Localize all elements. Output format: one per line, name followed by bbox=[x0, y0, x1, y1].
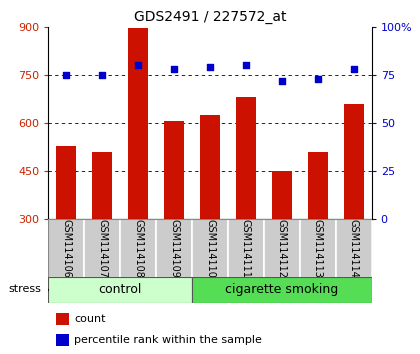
Point bbox=[63, 72, 70, 78]
Point bbox=[315, 76, 321, 81]
Bar bbox=[84, 219, 120, 278]
Bar bbox=[236, 97, 256, 219]
Bar bbox=[128, 28, 148, 219]
Bar bbox=[56, 145, 76, 219]
Bar bbox=[336, 219, 372, 278]
Point bbox=[350, 66, 357, 72]
Bar bbox=[92, 152, 112, 219]
Text: GSM114109: GSM114109 bbox=[169, 219, 179, 278]
Point bbox=[171, 66, 177, 72]
Point bbox=[99, 72, 105, 78]
Bar bbox=[56, 313, 69, 325]
Text: GSM114108: GSM114108 bbox=[133, 219, 143, 278]
Bar bbox=[272, 171, 292, 219]
Text: GSM114112: GSM114112 bbox=[277, 219, 287, 278]
Text: stress: stress bbox=[8, 284, 41, 294]
Bar bbox=[48, 277, 192, 303]
Bar bbox=[192, 219, 228, 278]
Text: GSM114114: GSM114114 bbox=[349, 219, 359, 278]
Bar bbox=[164, 121, 184, 219]
Bar bbox=[56, 334, 69, 346]
Text: control: control bbox=[98, 284, 142, 296]
Bar bbox=[200, 115, 220, 219]
Title: GDS2491 / 227572_at: GDS2491 / 227572_at bbox=[134, 10, 286, 24]
Bar bbox=[156, 219, 192, 278]
Point bbox=[243, 62, 249, 68]
Bar bbox=[344, 104, 364, 219]
Bar bbox=[48, 219, 84, 278]
Polygon shape bbox=[42, 282, 48, 298]
Text: cigarette smoking: cigarette smoking bbox=[225, 284, 339, 296]
Bar bbox=[264, 219, 300, 278]
Point bbox=[135, 62, 142, 68]
Bar bbox=[192, 277, 372, 303]
Text: count: count bbox=[74, 314, 106, 324]
Text: GSM114113: GSM114113 bbox=[313, 219, 323, 278]
Text: GSM114111: GSM114111 bbox=[241, 219, 251, 278]
Text: GSM114110: GSM114110 bbox=[205, 219, 215, 278]
Text: GSM114106: GSM114106 bbox=[61, 219, 71, 278]
Bar bbox=[120, 219, 156, 278]
Bar bbox=[228, 219, 264, 278]
Point bbox=[207, 64, 213, 70]
Bar bbox=[300, 219, 336, 278]
Text: percentile rank within the sample: percentile rank within the sample bbox=[74, 335, 262, 345]
Bar bbox=[308, 152, 328, 219]
Text: GSM114107: GSM114107 bbox=[97, 219, 107, 278]
Point bbox=[278, 78, 285, 84]
